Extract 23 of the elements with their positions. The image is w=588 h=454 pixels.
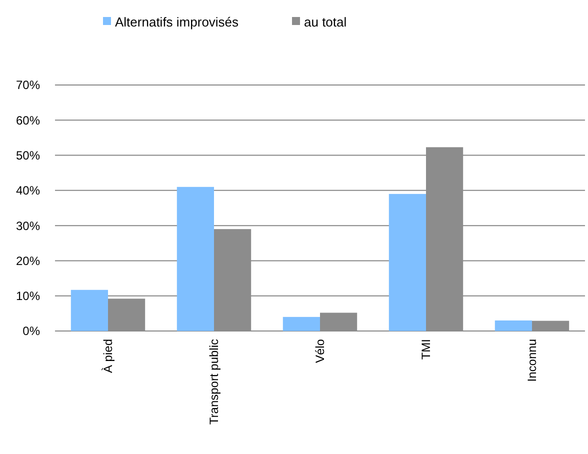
y-tick-label: 30% — [16, 218, 40, 233]
y-tick-label: 0% — [22, 324, 40, 338]
bar — [532, 320, 570, 331]
y-tick-label: 10% — [16, 289, 40, 304]
bar — [70, 290, 108, 331]
legend-label: Alternatifs improvisés — [115, 14, 240, 30]
y-tick-label: 70% — [16, 78, 40, 92]
bar — [494, 320, 532, 331]
y-tick-label: 50% — [16, 148, 40, 162]
y-tick-label: 60% — [16, 113, 40, 128]
bar — [176, 186, 214, 331]
x-tick-label: À pied — [101, 339, 116, 374]
bar — [388, 194, 426, 331]
bar — [108, 298, 146, 331]
x-tick-label: Vélo — [313, 338, 328, 364]
y-tick-label: 40% — [16, 184, 40, 198]
x-tick-label: TMI — [419, 339, 434, 360]
y-tick-label: 20% — [16, 254, 40, 268]
legend-label: au total — [304, 14, 347, 30]
x-tick-label: Transport public — [207, 339, 222, 425]
bar — [320, 312, 358, 331]
bar — [282, 316, 320, 331]
x-tick-label: Inconnu — [525, 339, 540, 382]
